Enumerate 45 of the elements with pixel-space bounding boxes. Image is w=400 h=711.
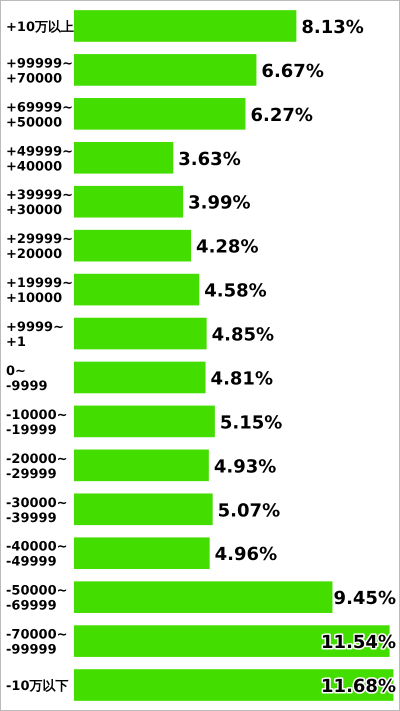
y-tick-label: 0~ -9999 bbox=[6, 364, 48, 394]
y-tick-label: -10000~ -19999 bbox=[6, 408, 68, 438]
y-tick-label: +99999~ +70000 bbox=[6, 56, 74, 86]
bar bbox=[74, 318, 207, 350]
data-label: 6.27% bbox=[250, 104, 313, 126]
y-tick-label: +39999~ +30000 bbox=[6, 188, 74, 218]
data-label: 6.67% bbox=[261, 60, 324, 82]
bar bbox=[74, 450, 209, 482]
y-tick-label: +9999~ +1 bbox=[6, 320, 64, 350]
bar bbox=[74, 142, 174, 174]
bar bbox=[74, 230, 192, 262]
bar bbox=[74, 186, 184, 218]
y-tick-label: +29999~ +20000 bbox=[6, 232, 74, 262]
data-label: 5.15% bbox=[220, 412, 282, 434]
y-tick-label: +10万以上 bbox=[6, 20, 74, 35]
bar bbox=[74, 362, 206, 394]
data-label: 4.58% bbox=[204, 280, 267, 302]
y-tick-label: -70000~ -99999 bbox=[6, 628, 68, 658]
data-label: 4.85% bbox=[212, 324, 274, 346]
data-label: 3.63% bbox=[178, 148, 241, 170]
bar bbox=[74, 54, 256, 86]
y-tick-label: +49999~ +40000 bbox=[6, 144, 74, 174]
y-tick-label: -30000~ -39999 bbox=[6, 496, 68, 526]
y-tick-label: -10万以下 bbox=[6, 679, 68, 694]
data-label: 8.13% bbox=[301, 16, 364, 38]
y-tick-label: +69999~ +50000 bbox=[6, 100, 74, 130]
bar bbox=[74, 581, 332, 613]
data-label: 4.93% bbox=[214, 456, 276, 478]
bar bbox=[74, 669, 394, 701]
y-tick-label: -40000~ -49999 bbox=[6, 540, 68, 570]
bar bbox=[74, 274, 200, 306]
bar bbox=[74, 537, 210, 570]
data-label: 4.81% bbox=[210, 368, 274, 390]
bar bbox=[74, 98, 246, 130]
y-tick-label: +19999~ +10000 bbox=[6, 276, 74, 306]
data-label: 5.07% bbox=[218, 500, 280, 522]
data-label: 4.28% bbox=[196, 236, 259, 258]
bar bbox=[74, 493, 213, 526]
y-tick-label: -20000~ -29999 bbox=[6, 452, 68, 482]
bar bbox=[74, 406, 215, 438]
data-label: 3.99% bbox=[188, 192, 251, 214]
data-label: 9.45% bbox=[334, 588, 396, 610]
data-label: 4.96% bbox=[214, 544, 278, 566]
y-tick-label: -50000~ -69999 bbox=[6, 584, 68, 614]
bar bbox=[74, 10, 296, 42]
